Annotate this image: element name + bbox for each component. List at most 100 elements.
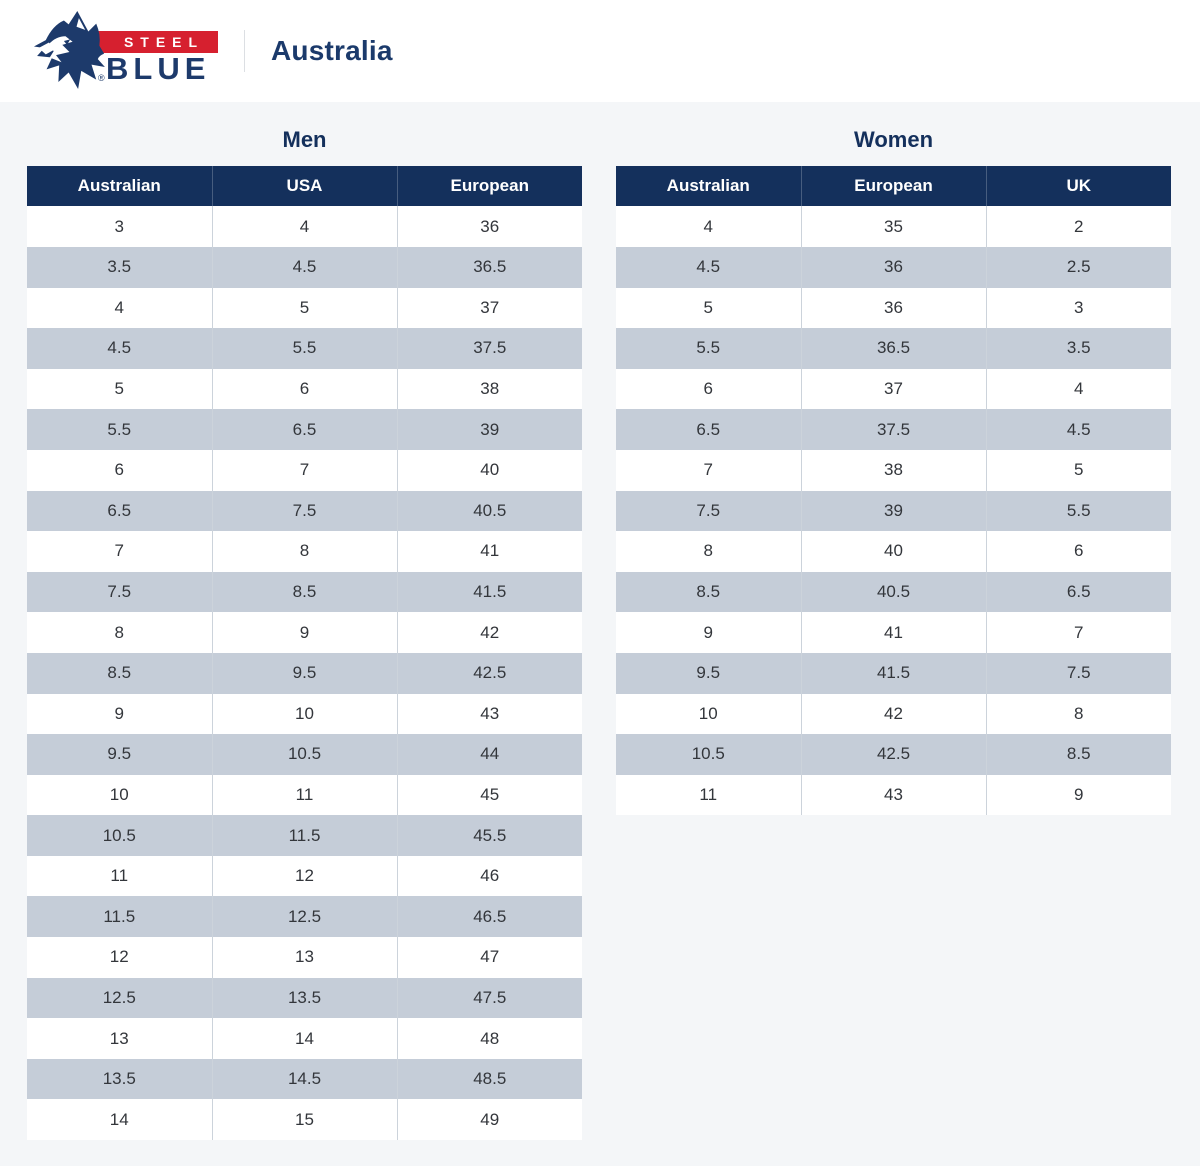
- size-cell: 8.5: [985, 734, 1171, 775]
- size-cell: 6.5: [616, 409, 801, 450]
- table-row: 11 43 9: [616, 774, 1171, 816]
- size-cell: 5: [985, 449, 1171, 491]
- size-cell: 10: [616, 693, 801, 735]
- size-cell: 14.5: [211, 1058, 397, 1100]
- size-cell: 6: [616, 368, 801, 410]
- size-cell: 39: [396, 409, 582, 450]
- table-row: 8.5 40.5 6.5: [616, 571, 1171, 613]
- size-cell: 13: [211, 937, 397, 978]
- table-row: 13 14 48: [27, 1018, 582, 1059]
- table-row: 5.5 6.5 39: [27, 409, 582, 450]
- size-cell: 11.5: [27, 896, 212, 938]
- size-cell: 7.5: [985, 652, 1171, 694]
- table-row: 5 36 3: [616, 287, 1171, 329]
- table-row: 3.5 4.5 36.5: [27, 246, 582, 288]
- size-chart-content: Men Australian USA European 3 4 36 3.5 4.5 36.5…: [0, 102, 1200, 1166]
- size-cell: 7.5: [616, 490, 801, 532]
- size-cell: 9.5: [27, 734, 212, 775]
- table-row: 8.5 9.5 42.5: [27, 652, 582, 694]
- size-cell: 47: [396, 937, 582, 978]
- table-row: 10.5 11.5 45.5: [27, 815, 582, 856]
- size-cell: 13: [27, 1018, 212, 1059]
- size-cell: 10: [27, 774, 212, 816]
- column-header: European: [396, 166, 582, 207]
- size-cell: 40.5: [800, 571, 986, 613]
- size-cell: 42: [396, 612, 582, 653]
- brand-blue-text: BLUE: [106, 51, 211, 86]
- size-cell: 10: [211, 693, 397, 735]
- size-cell: 6.5: [985, 571, 1171, 613]
- size-cell: 36: [800, 287, 986, 329]
- men-table-title: Men: [282, 127, 327, 152]
- brand-steel-text: STEEL: [123, 34, 205, 50]
- size-cell: 36: [396, 206, 582, 247]
- size-cell: 7.5: [211, 490, 397, 532]
- size-cell: 46: [396, 855, 582, 897]
- size-cell: 5: [616, 287, 801, 329]
- brand-steel-badge: STEEL: [96, 31, 218, 53]
- table-row: 6.5 37.5 4.5: [616, 409, 1171, 450]
- size-cell: 8: [27, 612, 212, 653]
- steel-blue-logo[interactable]: STEEL BLUE ®: [30, 7, 226, 95]
- table-row: 3 4 36: [27, 206, 582, 247]
- men-table-body: 3 4 36 3.5 4.5 36.5 4 5 37 4.5 5.5 37.5 5 6 38 5.5 6.5 39…: [27, 206, 582, 1141]
- size-cell: 37.5: [396, 328, 582, 369]
- men-table-head: Australian USA European: [27, 166, 582, 207]
- size-cell: 36.5: [800, 328, 986, 369]
- size-cell: 8.5: [27, 652, 212, 694]
- size-cell: 49: [396, 1099, 582, 1141]
- size-cell: 38: [800, 449, 986, 491]
- size-cell: 40: [800, 531, 986, 572]
- size-cell: 40: [396, 449, 582, 491]
- size-cell: 8.5: [211, 571, 397, 613]
- size-cell: 9.5: [616, 652, 801, 694]
- size-cell: 8: [616, 531, 801, 572]
- size-cell: 2.5: [985, 246, 1171, 288]
- table-row: 11.5 12.5 46.5: [27, 896, 582, 938]
- column-header: Australian: [27, 166, 212, 207]
- column-header: European: [800, 166, 986, 207]
- women-table-head: Australian European UK: [616, 166, 1171, 207]
- size-cell: 8: [985, 693, 1171, 735]
- size-cell: 42.5: [396, 652, 582, 694]
- size-cell: 7.5: [27, 571, 212, 613]
- table-row: 6.5 7.5 40.5: [27, 490, 582, 532]
- table-row: 4 35 2: [616, 206, 1171, 247]
- header-divider: [244, 30, 245, 72]
- size-cell: 13.5: [27, 1058, 212, 1100]
- size-cell: 41.5: [396, 571, 582, 613]
- size-cell: 11.5: [211, 815, 397, 856]
- table-row: 4.5 5.5 37.5: [27, 328, 582, 369]
- table-row: 11 12 46: [27, 855, 582, 897]
- size-cell: 37: [800, 368, 986, 410]
- size-cell: 45.5: [396, 815, 582, 856]
- size-cell: 40.5: [396, 490, 582, 532]
- men-size-section: Men Australian USA European 3 4 36 3.5 4.5 36.5…: [27, 102, 582, 1141]
- women-table-body: 4 35 2 4.5 36 2.5 5 36 3 5.5 36.5 3.5 6 37 4 6.5 37.5 4.5…: [616, 206, 1171, 816]
- table-row: 6 37 4: [616, 368, 1171, 410]
- size-cell: 2: [985, 206, 1171, 247]
- size-cell: 4: [211, 206, 397, 247]
- size-cell: 6.5: [211, 409, 397, 450]
- table-row: 6 7 40: [27, 449, 582, 491]
- size-cell: 5.5: [211, 328, 397, 369]
- size-cell: 37.5: [800, 409, 986, 450]
- size-cell: 11: [616, 774, 801, 816]
- column-header: UK: [985, 166, 1171, 207]
- size-cell: 36: [800, 246, 986, 288]
- table-row: 7.5 39 5.5: [616, 490, 1171, 532]
- size-cell: 7: [985, 612, 1171, 653]
- table-row: 5.5 36.5 3.5: [616, 328, 1171, 369]
- size-cell: 47.5: [396, 977, 582, 1019]
- size-cell: 4.5: [27, 328, 212, 369]
- table-row: 9 10 43: [27, 693, 582, 735]
- size-cell: 10.5: [27, 815, 212, 856]
- size-cell: 14: [27, 1099, 212, 1141]
- size-cell: 5: [211, 287, 397, 329]
- table-row: 5 6 38: [27, 368, 582, 410]
- size-cell: 7: [27, 531, 212, 572]
- size-cell: 11: [211, 774, 397, 816]
- size-cell: 5: [27, 368, 212, 410]
- table-row: 12 13 47: [27, 937, 582, 978]
